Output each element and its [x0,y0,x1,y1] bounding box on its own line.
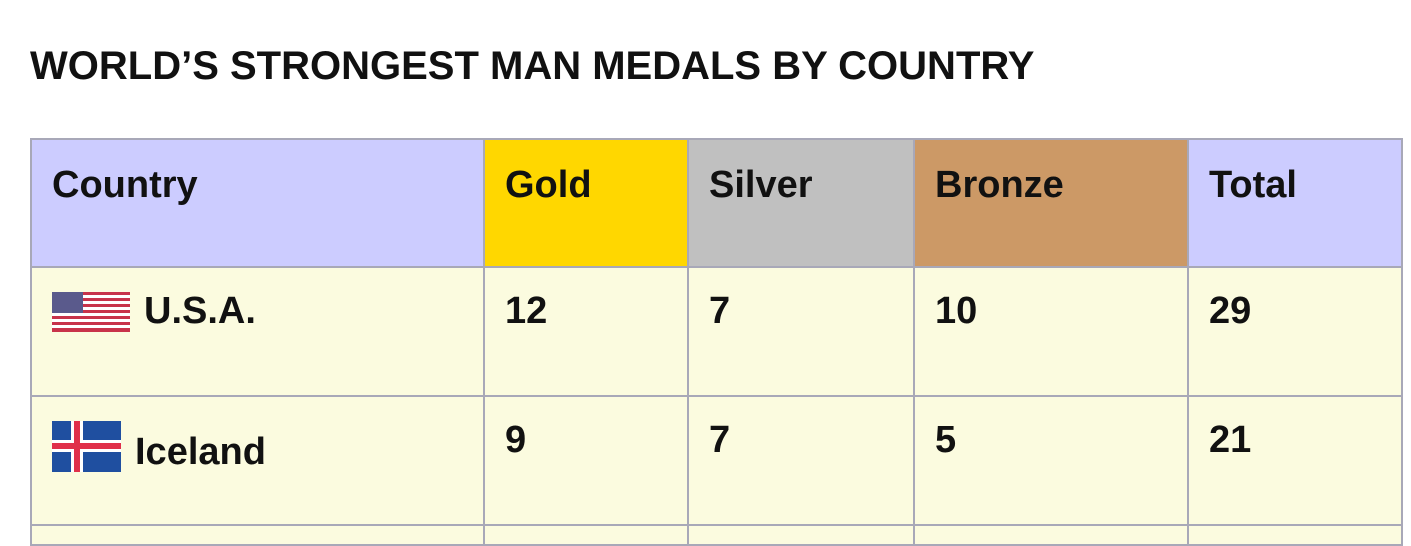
table-row-partial [30,524,1403,546]
cell [483,524,689,546]
gold-cell: 12 [483,266,689,397]
table-row: U.S.A. 12 7 10 29 [30,266,1403,397]
iceland-flag-icon [52,421,121,472]
total-cell: 21 [1187,395,1403,526]
header-gold: Gold [483,138,689,268]
cell [1187,524,1403,546]
country-name: Iceland [135,431,266,473]
header-silver: Silver [687,138,915,268]
usa-flag-icon [52,292,130,332]
table-row: Iceland 9 7 5 21 [30,395,1403,526]
silver-cell: 7 [687,266,915,397]
header-row: Country Gold Silver Bronze Total [30,138,1403,268]
cell [913,524,1189,546]
silver-cell: 7 [687,395,915,526]
country-name: U.S.A. [144,290,256,332]
total-cell: 29 [1187,266,1403,397]
bronze-cell: 5 [913,395,1189,526]
country-cell: U.S.A. [30,266,485,397]
page-title: WORLD’S STRONGEST MAN MEDALS BY COUNTRY [30,44,1035,88]
cell [30,524,485,546]
gold-cell: 9 [483,395,689,526]
header-country: Country [30,138,485,268]
bronze-cell: 10 [913,266,1189,397]
header-bronze: Bronze [913,138,1189,268]
medals-table: Country Gold Silver Bronze Total U.S.A. … [30,138,1403,546]
header-total: Total [1187,138,1403,268]
cell [687,524,915,546]
country-cell: Iceland [30,395,485,526]
